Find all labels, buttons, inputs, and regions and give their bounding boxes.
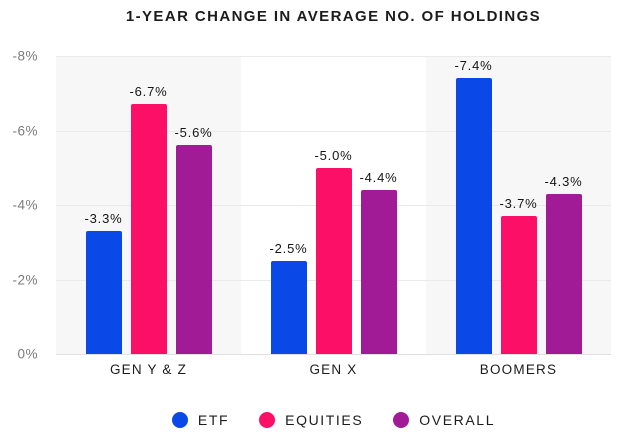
bar-overall-gen-y-z [175, 145, 212, 354]
category-label-gen-x: GEN X [309, 362, 358, 377]
bar-etf-gen-x [270, 260, 307, 354]
legend-swatch-overall [393, 412, 410, 428]
y-axis-tick-label: 0% [17, 346, 38, 362]
gridline [56, 130, 611, 132]
bar-value-label: -3.3% [84, 211, 123, 227]
y-axis-tick-label: -6% [12, 123, 38, 138]
category-label-boomers: BOOMERS [479, 362, 558, 377]
legend-label-equities: EQUITIES [285, 412, 364, 428]
legend-label-overall: OVERALL [419, 412, 496, 428]
y-axis-tick-label: -4% [12, 197, 38, 213]
legend: ETF EQUITIES OVERALL [56, 406, 611, 434]
bar-value-label: -3.7% [499, 196, 538, 212]
bar-value-label: -7.4% [454, 58, 493, 74]
legend-swatch-equities [259, 412, 276, 428]
bar-etf-boomers [455, 78, 492, 354]
y-axis-tick-label: -2% [12, 272, 38, 287]
bar-equities-gen-x [315, 167, 352, 354]
legend-item-overall: OVERALL [393, 412, 495, 428]
bar-value-label: -6.7% [129, 84, 168, 100]
bar-overall-gen-x [360, 190, 397, 354]
bar-etf-gen-y-z [85, 231, 122, 354]
legend-swatch-etf [171, 412, 188, 428]
y-axis-tick-label: -8% [12, 48, 38, 64]
plot-area: -3.3% -6.7% -5.6% -2.5% -5.0% -4.4% -7.4% -3.7%… [56, 56, 611, 355]
bar-value-label: -5.6% [174, 125, 213, 141]
chart-title: 1-YEAR CHANGE IN AVERAGE NO. OF HOLDINGS [125, 8, 542, 25]
legend-item-etf: ETF [171, 412, 230, 428]
legend-item-equities: EQUITIES [259, 412, 363, 428]
bar-value-label: -4.4% [359, 170, 398, 186]
legend-label-etf: ETF [197, 412, 230, 428]
bar-value-label: -2.5% [269, 240, 308, 256]
bar-overall-boomers [545, 193, 582, 354]
bar-equities-gen-y-z [130, 104, 167, 354]
bar-value-label: -4.3% [544, 173, 583, 189]
bar-equities-boomers [500, 216, 537, 354]
y-axis: -8% -6% -4% -2% 0% [0, 49, 44, 362]
bar-value-label: -5.0% [314, 147, 353, 163]
gridline [56, 56, 611, 57]
x-axis: GEN Y & Z GEN X BOOMERS [56, 362, 611, 382]
category-label-gen-y-z: GEN Y & Z [109, 362, 188, 377]
